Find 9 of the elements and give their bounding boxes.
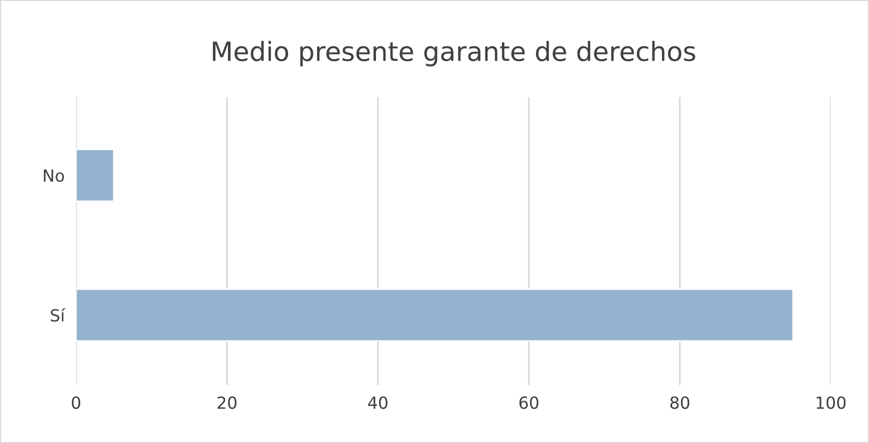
x-tick-label: 0 bbox=[72, 396, 80, 409]
y-tick-label: Sí bbox=[50, 308, 66, 322]
x-tick-label: 60 bbox=[519, 396, 538, 409]
x-tick-label: 80 bbox=[670, 396, 690, 409]
y-tick-label: No bbox=[44, 169, 64, 182]
chart-title: Medio presente garante de derechos bbox=[212, 40, 696, 66]
x-tick-label: 100 bbox=[816, 396, 846, 409]
x-tick-label: 40 bbox=[368, 396, 388, 409]
x-tick-label: 20 bbox=[218, 396, 236, 409]
